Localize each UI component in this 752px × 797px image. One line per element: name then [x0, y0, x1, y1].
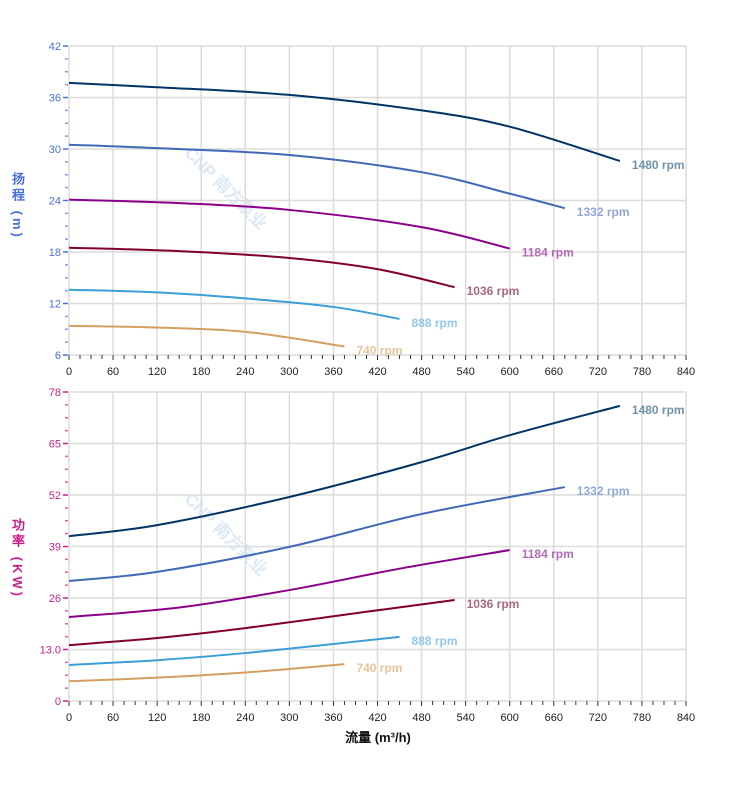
- x-tick-label: 420: [368, 366, 386, 378]
- x-tick-label: 480: [412, 366, 430, 378]
- series-line-1184-rpm: [68, 198, 510, 250]
- series-label: 888 rpm: [412, 634, 458, 648]
- series-label: 1036 rpm: [467, 597, 520, 611]
- x-tick-label: 480: [412, 712, 430, 724]
- x-tick-label: 840: [677, 366, 695, 378]
- x-tick-label: 60: [107, 366, 119, 378]
- power-y-axis-label: 功率 (KW): [10, 518, 25, 599]
- x-tick-label: 840: [677, 712, 695, 724]
- series-label: 1480 rpm: [632, 158, 685, 172]
- head-y-axis-label: 扬程 (m): [10, 172, 25, 240]
- y-tick-label: 13.0: [40, 645, 61, 657]
- x-tick-label: 720: [589, 366, 607, 378]
- x-axis-label: 流量 (m³/h): [345, 730, 411, 745]
- x-tick-label: 240: [236, 712, 254, 724]
- x-tick-label: 540: [456, 366, 474, 378]
- x-tick-label: 300: [280, 366, 298, 378]
- x-tick-label: 420: [368, 712, 386, 724]
- series-label: 1332 rpm: [577, 484, 630, 498]
- series-label: 888 rpm: [412, 316, 458, 330]
- y-tick-label: 18: [49, 247, 61, 259]
- series-line-740-rpm: [68, 663, 345, 683]
- x-tick-label: 180: [192, 366, 210, 378]
- series-line-1036-rpm: [68, 598, 455, 647]
- x-tick-label: 600: [501, 366, 519, 378]
- x-tick-label: 0: [66, 712, 72, 724]
- x-tick-label: 780: [633, 366, 651, 378]
- x-tick-label: 180: [192, 712, 210, 724]
- series-label: 1184 rpm: [522, 547, 574, 561]
- x-tick-label: 660: [545, 712, 563, 724]
- series-label: 1036 rpm: [467, 284, 520, 298]
- y-tick-label: 65: [49, 439, 61, 451]
- y-tick-label: 12: [49, 299, 61, 311]
- series-label: 740 rpm: [356, 661, 402, 675]
- x-tick-label: 120: [148, 366, 166, 378]
- x-tick-label: 360: [324, 712, 342, 724]
- x-tick-label: 240: [236, 366, 254, 378]
- series-line-1184-rpm: [68, 549, 510, 619]
- y-tick-label: 24: [49, 196, 61, 208]
- x-tick-label: 360: [324, 366, 342, 378]
- x-tick-label: 780: [633, 712, 651, 724]
- y-tick-label: 0: [55, 696, 61, 708]
- series-line-888-rpm: [68, 635, 400, 666]
- series-label: 1184 rpm: [522, 246, 574, 260]
- series-line-1480-rpm: [68, 81, 621, 162]
- y-tick-label: 6: [55, 350, 61, 362]
- series-line-1332-rpm: [68, 143, 566, 210]
- y-tick-label: 42: [49, 41, 61, 53]
- x-tick-label: 120: [148, 712, 166, 724]
- y-tick-label: 30: [49, 144, 61, 156]
- series-label: 740 rpm: [356, 343, 402, 357]
- series-line-1480-rpm: [68, 404, 621, 538]
- x-tick-label: 600: [501, 712, 519, 724]
- x-tick-label: 0: [66, 366, 72, 378]
- x-tick-label: 540: [456, 712, 474, 724]
- x-tick-label: 300: [280, 712, 298, 724]
- y-tick-label: 52: [49, 490, 61, 502]
- y-tick-label: 78: [49, 387, 61, 399]
- y-tick-label: 36: [49, 93, 61, 105]
- series-line-1332-rpm: [68, 486, 565, 582]
- series-label: 1332 rpm: [577, 205, 630, 219]
- watermark: CNP 南方泵业: [181, 143, 272, 234]
- y-tick-label: 26: [49, 593, 61, 605]
- x-tick-label: 660: [545, 366, 563, 378]
- series-line-1036-rpm: [68, 246, 455, 289]
- series-line-740-rpm: [68, 324, 345, 348]
- series-label: 1480 rpm: [632, 403, 685, 417]
- x-tick-label: 720: [589, 712, 607, 724]
- x-tick-label: 60: [107, 712, 119, 724]
- y-tick-label: 39: [49, 542, 61, 554]
- series-line-888-rpm: [68, 288, 400, 320]
